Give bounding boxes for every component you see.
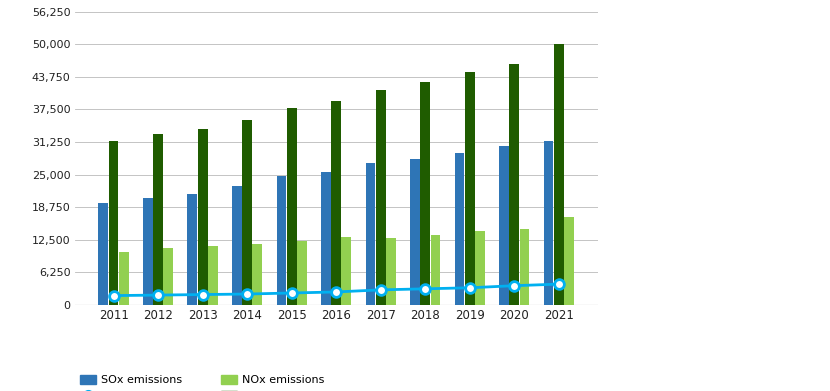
Bar <box>119 252 129 305</box>
Bar <box>544 141 554 305</box>
Bar <box>242 120 252 305</box>
Bar <box>455 153 464 305</box>
Bar <box>386 238 396 305</box>
Legend: SOx emissions, PM emissions, NOx emissions, Total Air Pollutant Emissions: SOx emissions, PM emissions, NOx emissio… <box>81 375 399 391</box>
Bar <box>276 176 286 305</box>
PM emissions <box>420 287 430 291</box>
Bar <box>252 244 262 305</box>
Bar <box>510 64 519 305</box>
Bar <box>465 72 475 305</box>
Bar <box>410 159 420 305</box>
Bar <box>341 237 351 305</box>
Bar <box>208 246 217 305</box>
PM emissions <box>286 291 296 295</box>
PM emissions <box>198 292 208 297</box>
Bar <box>154 134 163 305</box>
Bar <box>297 241 307 305</box>
Bar <box>331 100 341 305</box>
PM emissions <box>153 293 163 298</box>
Bar <box>143 198 153 305</box>
Bar <box>420 83 430 305</box>
PM emissions <box>109 293 119 298</box>
PM emissions <box>242 292 252 296</box>
PM emissions <box>376 287 386 292</box>
Bar <box>365 163 375 305</box>
Bar <box>109 141 119 305</box>
PM emissions <box>510 283 520 288</box>
Bar <box>564 217 574 305</box>
Bar <box>431 235 440 305</box>
Bar <box>499 146 509 305</box>
PM emissions <box>554 282 564 287</box>
PM emissions <box>465 285 475 290</box>
PM emissions <box>331 290 341 294</box>
Bar <box>475 231 485 305</box>
Bar <box>520 230 530 305</box>
Bar <box>99 203 108 305</box>
Bar <box>554 44 564 305</box>
Bar <box>198 129 208 305</box>
Bar <box>164 248 173 305</box>
Bar <box>232 186 242 305</box>
Bar <box>376 90 386 305</box>
Line: PM emissions: PM emissions <box>109 279 564 300</box>
Bar <box>286 108 296 305</box>
Bar <box>188 194 198 305</box>
Bar <box>321 172 331 305</box>
